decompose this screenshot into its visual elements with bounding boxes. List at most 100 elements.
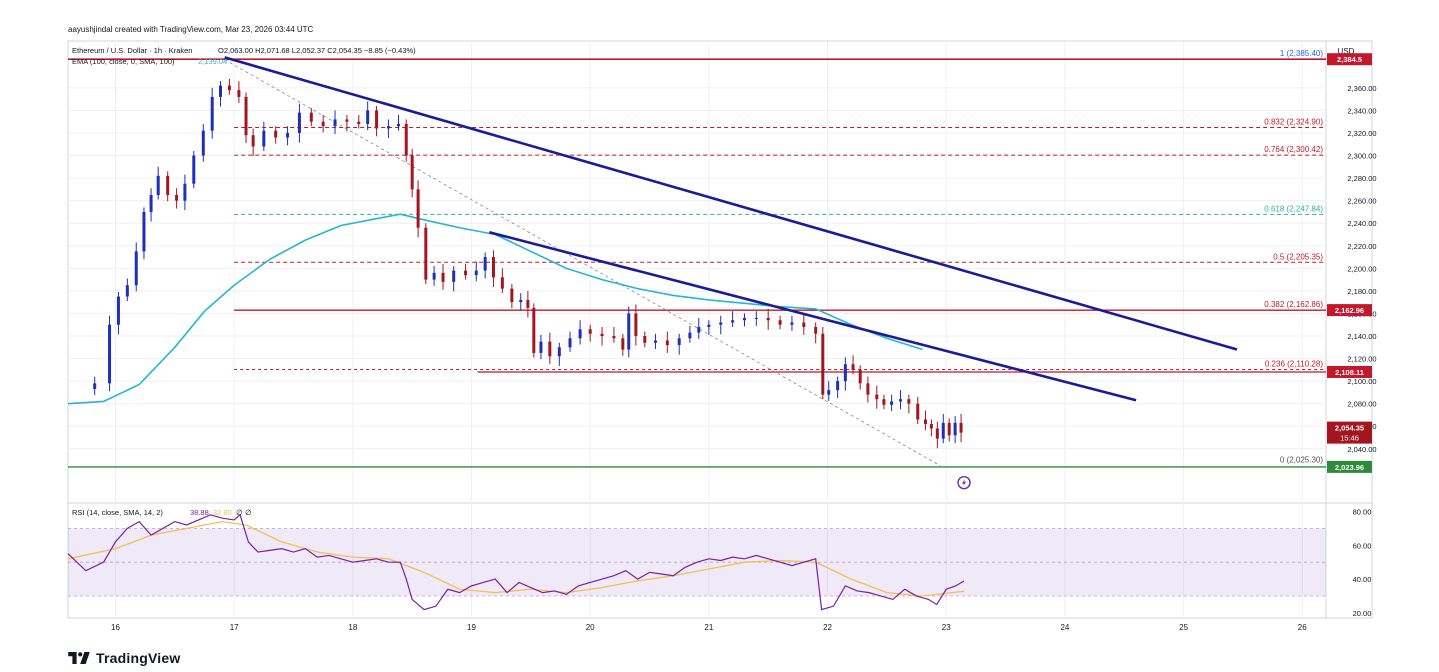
rsi-legend-value: 32.80 (213, 508, 232, 517)
x-tick-label: 26 (1298, 623, 1307, 632)
price-tag-label: 2,384.5 (1337, 55, 1362, 64)
candle-body (843, 364, 847, 382)
y-tick-label: 2,320.00 (1347, 129, 1376, 138)
candle-body (688, 332, 692, 339)
candle-body (875, 394, 879, 400)
candle-body (548, 341, 552, 357)
flash-icon-bolt (962, 478, 967, 487)
candle-body (274, 130, 278, 138)
rsi-y-tick-label: 20.00 (1353, 609, 1372, 618)
candle-body (627, 313, 631, 350)
candle-body (262, 130, 266, 147)
candle-body (142, 211, 146, 252)
rsi-legend-value: 38.88 (190, 508, 209, 517)
candle-body (333, 119, 337, 127)
y-tick-label: 2,220.00 (1347, 242, 1376, 251)
candle-body (851, 364, 855, 370)
candle-body (125, 285, 129, 297)
candle-body (677, 338, 681, 346)
candle-body (959, 422, 963, 433)
candle-body (532, 307, 536, 353)
candle-body (416, 189, 420, 228)
candle-body (653, 340, 657, 343)
candle-body (134, 251, 138, 286)
candle-body (321, 121, 325, 127)
candle-body (923, 419, 927, 424)
candle-body (821, 333, 825, 395)
candle-body (410, 155, 414, 190)
fib-level-label: 0.618 (2,247.84) (1264, 204, 1323, 213)
y-tick-label: 2,140.00 (1347, 332, 1376, 341)
candle-body (386, 126, 390, 129)
candle-body (244, 96, 248, 136)
price-tag-label: 2,162.96 (1335, 306, 1364, 315)
legend-ohlc: O2,063.00 H2,071.68 L2,052.37 C2,054.35 … (218, 46, 416, 55)
rsi-legend-value: ∅ (245, 508, 252, 517)
candle-body (510, 288, 514, 303)
price-tag (1327, 460, 1372, 473)
candle-body (766, 317, 770, 321)
candle-body (432, 272, 436, 280)
candle-body (166, 175, 170, 196)
candle-body (612, 336, 616, 339)
candle-body (201, 130, 205, 156)
candle-body (93, 383, 97, 390)
y-tick-label: 2,100.00 (1347, 377, 1376, 386)
y-tick-label: 2,120.00 (1347, 355, 1376, 364)
candle-body (634, 313, 638, 337)
legend-ema-label: EMA (100, close, 0, SMA, 100) (72, 57, 175, 66)
y-tick-label: 2,200.00 (1347, 264, 1376, 273)
rsi-legend-label: RSI (14, close, SMA, 14, 2) (72, 508, 163, 517)
y-tick-label: 2,240.00 (1347, 219, 1376, 228)
y-tick-label: 2,340.00 (1347, 106, 1376, 115)
fib-level-label: 1 (2,385.40) (1280, 49, 1323, 58)
rsi-legend-value: ∅ (236, 508, 243, 517)
candle-body (778, 320, 782, 325)
legend-symbol: Ethereum / U.S. Dollar · 1h · Kraken (72, 46, 192, 55)
candle-body (483, 257, 487, 271)
candle-body (175, 195, 179, 201)
ema-100-line (67, 213, 923, 405)
last-price-tag (1327, 421, 1372, 444)
candle-body (519, 299, 523, 303)
candle-body (916, 403, 920, 420)
x-tick-label: 20 (586, 623, 595, 632)
candle-body (899, 399, 903, 402)
candle-body (192, 155, 196, 184)
tradingview-brand: TradingView (68, 650, 180, 666)
rsi-y-tick-label: 80.00 (1353, 507, 1372, 516)
fib-level-label: 0 (2,025.30) (1280, 455, 1323, 464)
rsi-legend: RSI (14, close, SMA, 14, 2) 38.88 32.80 ∅ ∅ (72, 508, 252, 517)
candle-body (424, 227, 428, 280)
x-tick-label: 21 (704, 623, 713, 632)
price-tag (1327, 304, 1372, 317)
tradingview-logo-icon (68, 652, 90, 664)
candle-body (890, 401, 894, 405)
candle-body (108, 324, 112, 384)
candle-body (600, 333, 604, 337)
currency-label: USD (1338, 47, 1355, 56)
candle-body (707, 324, 711, 327)
rsi-line (67, 513, 965, 611)
candle-body (491, 257, 495, 278)
fib-level-label: 0.832 (2,324.90) (1264, 117, 1323, 126)
candle-body (731, 320, 735, 323)
y-tick-label: 2,300.00 (1347, 152, 1376, 161)
candle-body (375, 110, 379, 129)
x-tick-label: 17 (230, 623, 239, 632)
candle-body (621, 338, 625, 350)
candle-body (827, 390, 831, 395)
candle-body (754, 317, 758, 319)
y-tick-label: 2,180.00 (1347, 287, 1376, 296)
bearish-trendline (224, 56, 1238, 351)
x-tick-label: 18 (348, 623, 357, 632)
candle-body (441, 272, 445, 282)
x-tick-label: 23 (942, 623, 951, 632)
legend-ema-value: 2,139.04 (198, 57, 227, 66)
candle-body (814, 326, 818, 334)
candle-body (742, 317, 746, 321)
candle-body (539, 341, 543, 353)
y-tick-label: 2,360.00 (1347, 84, 1376, 93)
price-tag (1327, 365, 1372, 378)
